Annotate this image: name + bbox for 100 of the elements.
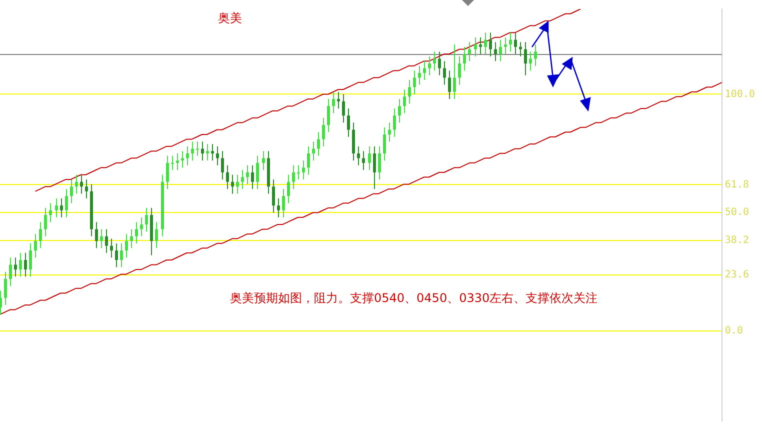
- candlestick: [201, 141, 204, 162]
- candlestick: [155, 222, 158, 249]
- candlestick: [140, 216, 143, 237]
- candlestick: [196, 141, 199, 156]
- candlestick: [428, 56, 431, 76]
- candlestick: [292, 164, 295, 190]
- candlestick: [458, 56, 461, 86]
- candlestick: [171, 155, 174, 171]
- candlestick: [130, 228, 133, 249]
- candlestick: [504, 36, 507, 54]
- candlestick: [322, 117, 325, 147]
- chart-title: 奥美: [217, 10, 243, 27]
- candlestick: [362, 150, 365, 171]
- candlestick: [297, 164, 300, 180]
- candlestick: [388, 122, 391, 142]
- candlestick: [251, 164, 254, 190]
- candlestick: [282, 188, 285, 218]
- candlestick: [70, 178, 73, 204]
- y-tick-label: 38.2: [724, 235, 749, 246]
- candlestick: [423, 60, 426, 81]
- candlestick: [29, 242, 32, 278]
- candlestick: [95, 222, 98, 249]
- candlestick: [181, 150, 184, 168]
- candlestick: [529, 51, 532, 72]
- candlestick: [398, 98, 401, 124]
- candlestick: [231, 174, 234, 194]
- candlestick: [125, 233, 128, 258]
- candlestick: [408, 80, 411, 104]
- candlestick: [105, 228, 108, 254]
- candlestick: [120, 242, 123, 268]
- y-tick-label: 100.0: [724, 88, 756, 100]
- candlestick: [413, 70, 416, 95]
- candlestick: [393, 108, 396, 138]
- candlestick: [19, 252, 22, 278]
- candlestick: [60, 198, 63, 218]
- candlestick: [494, 42, 497, 62]
- candlestick: [327, 98, 330, 133]
- candlestick: [65, 188, 68, 218]
- candlestick: [75, 174, 78, 194]
- candlestick: [438, 51, 441, 76]
- candlestick: [115, 242, 118, 268]
- candlestick: [287, 174, 290, 204]
- candlestick: [49, 202, 52, 223]
- candlestick: [236, 174, 239, 194]
- candlestick: [317, 132, 320, 156]
- candlestick: [4, 271, 7, 306]
- candlestick: [262, 150, 265, 171]
- candlestick: [135, 222, 138, 244]
- candlestick: [524, 42, 527, 76]
- annotation: 奥美预期如图，阻力。支撑0540、0450、0330左右、支撑依次关注: [230, 290, 598, 307]
- candlestick: [34, 233, 37, 258]
- candlestick: [463, 46, 466, 72]
- candlestick: [9, 257, 12, 287]
- candlestick: [24, 252, 27, 278]
- candlestick: [272, 178, 275, 214]
- candlestick: [302, 160, 305, 180]
- candlestick: [418, 65, 421, 86]
- candlestick: [373, 146, 376, 190]
- candlestick: [403, 89, 406, 114]
- candlestick: [337, 91, 340, 109]
- y-tick-label: 23.6: [724, 270, 749, 281]
- candlestick: [479, 36, 482, 54]
- candlestick: [206, 143, 209, 162]
- candlestick: [211, 143, 214, 162]
- y-tick-label: 0.0: [724, 326, 743, 337]
- candlestick: [307, 146, 310, 176]
- y-tick-label: 50.0: [724, 207, 749, 218]
- candlestick: [342, 94, 345, 124]
- candlestick: [80, 174, 83, 194]
- candlestick: [468, 42, 471, 62]
- candlestick: [166, 155, 169, 190]
- candlestick: [514, 32, 517, 54]
- candlestick: [347, 108, 350, 138]
- candlestick: [368, 146, 371, 171]
- y-tick-label: 61.8: [724, 179, 749, 190]
- candlestick: [352, 122, 355, 162]
- candlestick: [378, 146, 381, 180]
- candlestick: [241, 170, 244, 190]
- candlestick: [453, 44, 456, 100]
- candlestick: [499, 39, 502, 62]
- candlestick: [448, 70, 451, 100]
- candlestick: [534, 44, 537, 66]
- candlestick: [509, 32, 512, 52]
- candlestick: [519, 42, 522, 57]
- candlestick: [312, 141, 315, 162]
- candlestick: [55, 198, 58, 218]
- candlestick: [277, 198, 280, 218]
- candlestick: [186, 146, 189, 166]
- candlestick: [383, 126, 386, 162]
- candlestick: [39, 222, 42, 249]
- candlestick: [489, 32, 492, 57]
- candlestick: [357, 146, 360, 166]
- candlestick: [246, 164, 249, 185]
- candlestick: [226, 164, 229, 190]
- candlestick: [256, 155, 259, 190]
- candlestick: [443, 60, 446, 86]
- candlestick: [44, 207, 47, 237]
- candlestick: [191, 141, 194, 162]
- candlestick: [14, 257, 17, 278]
- candlestick: [221, 150, 224, 180]
